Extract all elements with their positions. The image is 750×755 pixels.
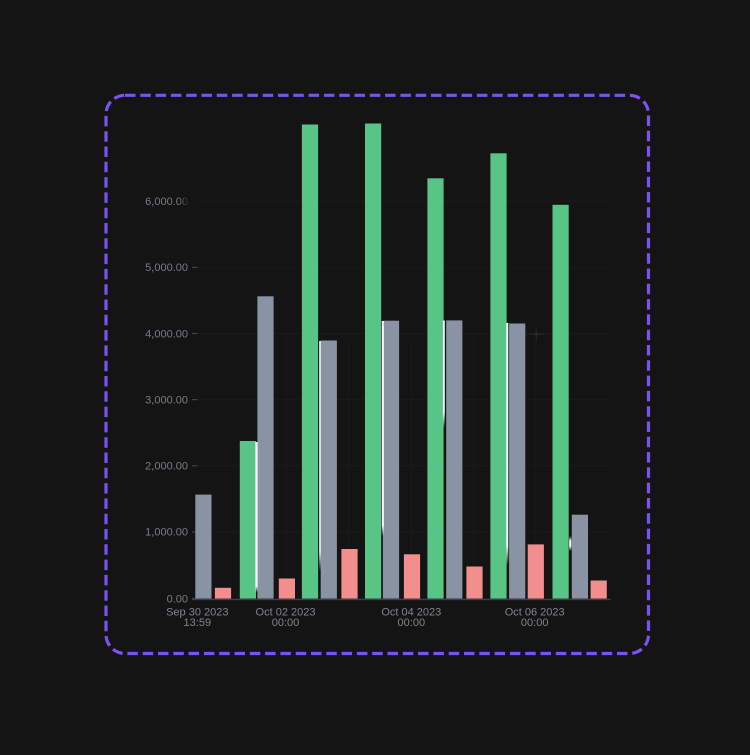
svg-text:Oct 06 2023: Oct 06 2023 bbox=[505, 606, 565, 618]
svg-text:0.00: 0.00 bbox=[167, 593, 188, 605]
svg-text:5,000.00: 5,000.00 bbox=[145, 262, 188, 274]
svg-text:13:59: 13:59 bbox=[184, 617, 212, 629]
svg-text:6,000.00: 6,000.00 bbox=[145, 196, 188, 208]
svg-text:Oct 02 2023: Oct 02 2023 bbox=[256, 606, 316, 618]
svg-text:00:00: 00:00 bbox=[521, 617, 549, 629]
svg-text:4,000.00: 4,000.00 bbox=[145, 328, 188, 340]
svg-text:Sep 30 2023: Sep 30 2023 bbox=[166, 606, 228, 618]
svg-text:1,000.00: 1,000.00 bbox=[145, 527, 188, 539]
svg-text:00:00: 00:00 bbox=[272, 617, 300, 629]
svg-text:3,000.00: 3,000.00 bbox=[145, 394, 188, 406]
svg-text:2,000.00: 2,000.00 bbox=[145, 461, 188, 473]
svg-text:00:00: 00:00 bbox=[398, 617, 426, 629]
svg-text:Oct 04 2023: Oct 04 2023 bbox=[381, 606, 441, 618]
